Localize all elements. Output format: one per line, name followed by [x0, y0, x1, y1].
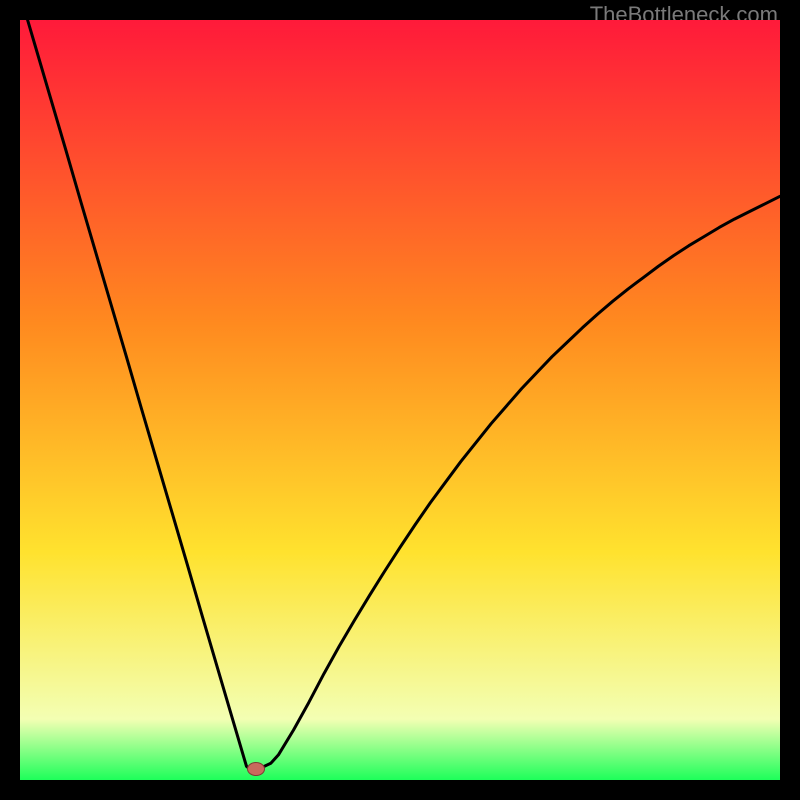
gradient-plot-area: [20, 20, 780, 780]
bottleneck-figure: TheBottleneck.com: [0, 0, 800, 800]
bottleneck-curve: [28, 20, 780, 769]
curve-layer: [20, 20, 780, 780]
optimal-point-marker: [247, 762, 265, 776]
